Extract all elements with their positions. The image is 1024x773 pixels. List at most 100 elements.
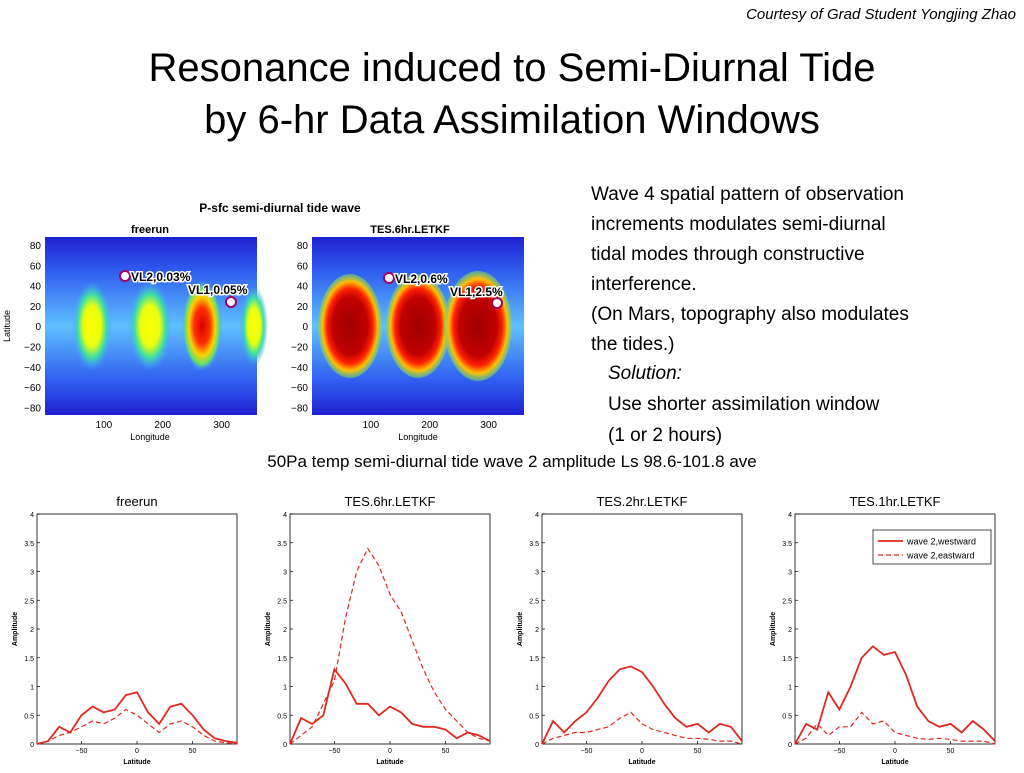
y-axis-label: Amplitude [12, 612, 19, 646]
plot-frame [541, 513, 743, 745]
y-tick-label: 1 [30, 685, 34, 692]
marker-vl2-tes6hr: VL2,0.6% [395, 272, 448, 286]
explanation-line: (On Mars, topography also modulates [591, 304, 909, 325]
x-tick-label: 0 [388, 748, 392, 755]
y-tick-label: 3.5 [529, 541, 539, 548]
map-ytick-label: 40 [297, 282, 309, 293]
solution-line: (1 or 2 hours) [608, 425, 723, 446]
y-tick-label: 1.5 [782, 656, 792, 663]
y-tick-label: 2 [30, 627, 34, 634]
explanation-text: Wave 4 spatial pattern of observation in… [591, 180, 1001, 360]
y-tick-label: 0.5 [529, 713, 539, 720]
y-axis-label: Amplitude [265, 612, 272, 646]
y-tick-label: 1.5 [529, 656, 539, 663]
y-tick-label: 0.5 [782, 713, 792, 720]
y-tick-label: 3.5 [277, 541, 287, 548]
legend-label: wave 2,eastward [906, 551, 975, 561]
y-tick-label: 3 [283, 570, 287, 577]
tide-panel-freerun: freerun 0 0.5 1 1.5 2 2.5 3 3.5 4 −50 0 50 Latitude Am… [5, 490, 245, 768]
y-tick-label: 3.5 [782, 541, 792, 548]
x-tick-label: −50 [329, 748, 341, 755]
y-tick-label: 0.5 [277, 713, 287, 720]
slide-title: Resonance induced to Semi-Diurnal Tide b… [0, 42, 1024, 146]
map-ytick-label: 40 [30, 282, 42, 293]
x-tick-label: 50 [694, 748, 702, 755]
x-tick-label: 50 [189, 748, 197, 755]
y-tick-label: 2.5 [782, 598, 792, 605]
map-ytick-label: −60 [291, 383, 308, 394]
marker-vl1-tes6hr-halo: VL1,2.5% [450, 285, 503, 299]
title-line-2: by 6-hr Data Assimilation Windows [204, 98, 820, 142]
x-tick-label: −50 [581, 748, 593, 755]
map-ytick-label: 60 [30, 261, 42, 272]
legend-box [872, 529, 992, 565]
solution-block: Solution: Use shorter assimilation windo… [608, 358, 1008, 451]
maps-ylabel: Latitude [2, 310, 12, 342]
map-ytick-label: −80 [24, 403, 41, 414]
y-tick-label: 4 [788, 512, 792, 519]
x-axis-label: Latitude [628, 759, 655, 766]
maps-title: P-sfc semi-diurnal tide wave [199, 201, 361, 215]
marker-vl1-freerun: VL1,0.05% [188, 283, 248, 297]
y-tick-label: 1 [788, 685, 792, 692]
map-ytick-label: 0 [35, 322, 41, 333]
courtesy-note: Courtesy of Grad Student Yongjing Zhao [746, 6, 1016, 23]
marker-vl1-freerun-halo: VL1,0.05% [188, 283, 248, 297]
tide-chart-tes1hr: TES.1hr.LETKF 0 0.5 1 1.5 2 2.5 3 3.5 4 −50 0 50 Lati… [770, 494, 996, 766]
y-tick-label: 1 [283, 685, 287, 692]
series-line-eastward [36, 708, 238, 745]
tide-chart-freerun: freerun 0 0.5 1 1.5 2 2.5 3 3.5 4 −50 0 50 Latitude Am… [12, 494, 238, 766]
tide-panel-tes6hr: TES.6hr.LETKF 0 0.5 1 1.5 2 2.5 3 3.5 4 −50 0 50 Lati… [258, 490, 498, 768]
map-xtick-label: 300 [480, 420, 497, 431]
x-axis-label: Latitude [123, 759, 150, 766]
solution-line: Use shorter assimilation window [608, 394, 880, 415]
y-tick-label: 4 [283, 512, 287, 519]
y-tick-label: 2 [535, 627, 539, 634]
map-ytick-label: −80 [291, 403, 308, 414]
series-line-westward [36, 691, 238, 745]
tide-chart-tes6hr: TES.6hr.LETKF 0 0.5 1 1.5 2 2.5 3 3.5 4 −50 0 50 Lati… [265, 494, 491, 766]
y-tick-label: 0.5 [24, 713, 34, 720]
y-tick-label: 3 [535, 570, 539, 577]
map-ytick-label: 20 [30, 302, 42, 313]
map-freerun: VL2,0.03% VL2,0.03% VL1,0.05% VL1,0.05% [45, 237, 268, 415]
map-xtick-label: 200 [421, 420, 438, 431]
series-line-westward [794, 645, 996, 745]
explanation-line: Wave 4 spatial pattern of observation [591, 184, 904, 205]
y-tick-label: 0 [788, 742, 792, 749]
series-line-eastward [794, 711, 996, 745]
series-line-westward [541, 665, 743, 745]
map-tes6hr: VL2,0.6% VL2,0.6% VL1,2.5% VL1,2.5% [312, 237, 524, 415]
map-title-freerun: freerun [131, 224, 169, 236]
series-line-eastward [541, 711, 743, 745]
y-tick-label: 0 [283, 742, 287, 749]
map-xtick-label: 300 [213, 420, 230, 431]
map-ytick-label: −20 [291, 343, 308, 354]
y-tick-label: 2.5 [529, 598, 539, 605]
map-ytick-label: 20 [297, 302, 309, 313]
map-ytick-label: 0 [302, 322, 308, 333]
tide-panel-tes1hr: TES.1hr.LETKF 0 0.5 1 1.5 2 2.5 3 3.5 4 −50 0 50 Lati… [763, 490, 1003, 768]
x-axis-label: Latitude [376, 759, 403, 766]
x-tick-label: 0 [640, 748, 644, 755]
y-tick-label: 3 [788, 570, 792, 577]
chart-title: freerun [116, 494, 157, 509]
map-ytick-label: 80 [30, 241, 42, 252]
y-tick-label: 2 [283, 627, 287, 634]
tide-panel-tes2hr: TES.2hr.LETKF 0 0.5 1 1.5 2 2.5 3 3.5 4 −50 0 50 Lati… [510, 490, 750, 768]
plot-frame [289, 513, 491, 745]
solution-label: Solution: [608, 363, 682, 384]
tide-chart-tes2hr: TES.2hr.LETKF 0 0.5 1 1.5 2 2.5 3 3.5 4 −50 0 50 Lati… [517, 494, 743, 766]
map-title-tes6hr: TES.6hr.LETKF [370, 224, 450, 236]
y-tick-label: 1.5 [24, 656, 34, 663]
x-axis-label: Latitude [881, 759, 908, 766]
y-tick-label: 3.5 [24, 541, 34, 548]
series-line-westward [289, 667, 491, 745]
plot-frame [36, 513, 238, 745]
title-line-1: Resonance induced to Semi-Diurnal Tide [148, 46, 876, 90]
explanation-line: tidal modes through constructive [591, 244, 865, 265]
marker-vl1-tes6hr: VL1,2.5% [450, 285, 503, 299]
y-tick-label: 2.5 [277, 598, 287, 605]
maps-xlabel-left: Longitude [130, 432, 170, 442]
